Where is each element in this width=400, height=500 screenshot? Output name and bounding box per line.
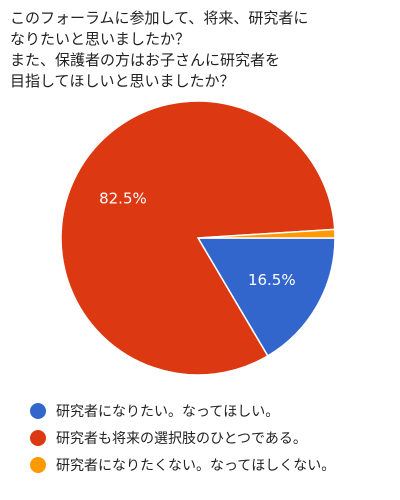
legend: 研究者になりたい。なってほしい。 研究者も将来の選択肢のひとつである。 研究者に… xyxy=(30,398,396,479)
legend-item-not-want[interactable]: 研究者になりたくない。なってほしくない。 xyxy=(30,452,396,478)
title-line-1: このフォーラムに参加して、将来、研究者に xyxy=(10,9,309,27)
legend-item-want[interactable]: 研究者になりたい。なってほしい。 xyxy=(30,398,396,424)
pie-chart-svg: 16.5% 82.5% xyxy=(60,100,336,376)
pie-slice-not-want[interactable] xyxy=(197,228,336,239)
pie-slice-option[interactable] xyxy=(60,100,336,376)
pie-slice-want[interactable] xyxy=(196,237,336,357)
legend-label-not-want: 研究者になりたくない。なってほしくない。 xyxy=(56,458,336,474)
title-line-2: なりたいと思いましたか？ xyxy=(10,30,191,48)
legend-swatch-want xyxy=(30,403,46,419)
data-label-option: 82.5% xyxy=(99,189,147,207)
legend-swatch-not-want xyxy=(30,457,46,473)
legend-label-option: 研究者も将来の選択肢のひとつである。 xyxy=(56,431,307,447)
legend-label-want: 研究者になりたい。なってほしい。 xyxy=(56,404,280,420)
pie-chart: 16.5% 82.5% xyxy=(60,100,336,376)
title-line-4: 目指してほしいと思いましたか？ xyxy=(10,72,235,90)
chart-title: このフォーラムに参加して、将来、研究者に なりたいと思いましたか？ また、保護者… xyxy=(10,8,394,92)
legend-item-option[interactable]: 研究者も将来の選択肢のひとつである。 xyxy=(30,425,396,451)
legend-swatch-option xyxy=(30,430,46,446)
title-line-3: また、保護者の方はお子さんに研究者を xyxy=(10,51,281,69)
data-label-want: 16.5% xyxy=(248,271,296,289)
